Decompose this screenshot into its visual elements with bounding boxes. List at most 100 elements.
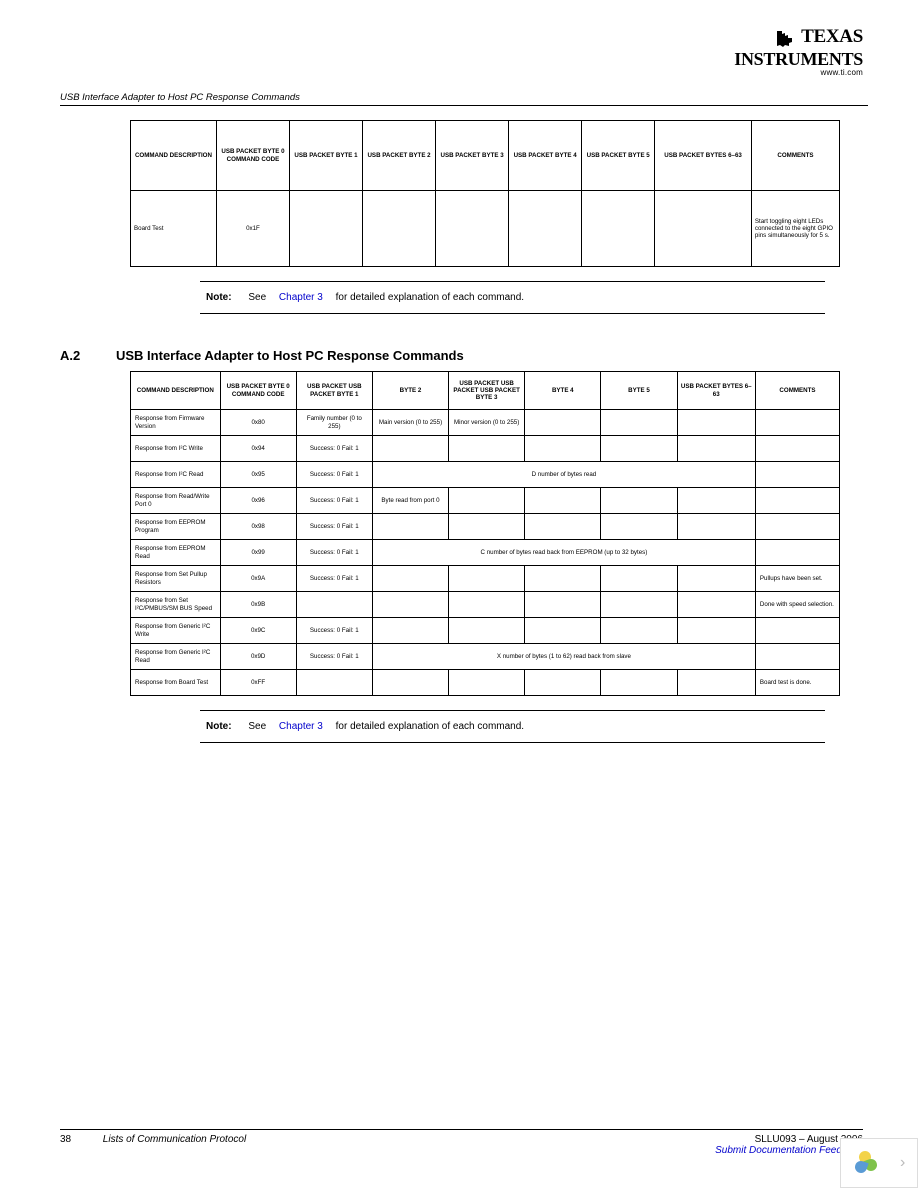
table-cell	[525, 592, 601, 618]
table-cell	[755, 618, 839, 644]
table-cell	[449, 592, 525, 618]
table-cell	[677, 592, 755, 618]
page-header: USB Interface Adapter to Host PC Respons…	[60, 92, 868, 106]
table-cell: Response from Generic I²C Read	[131, 644, 221, 670]
table-header: USB PACKET BYTE 3	[436, 121, 509, 191]
table-cell: Board Test	[131, 191, 217, 267]
table-cell	[755, 488, 839, 514]
table-cell: 0x80	[220, 410, 296, 436]
table-header: COMMAND DESCRIPTION	[131, 121, 217, 191]
table-cell	[601, 566, 677, 592]
table-1: COMMAND DESCRIPTIONUSB PACKET BYTE 0 COM…	[130, 120, 840, 267]
table-cell	[677, 670, 755, 696]
table-cell	[449, 514, 525, 540]
table-cell	[655, 191, 752, 267]
table-cell	[372, 566, 448, 592]
table-cell: Response from Firmware Version	[131, 410, 221, 436]
table-cell: Pullups have been set.	[755, 566, 839, 592]
table-cell	[449, 436, 525, 462]
table-cell	[449, 566, 525, 592]
table-cell	[525, 436, 601, 462]
table-cell	[677, 436, 755, 462]
table-header: USB PACKET BYTE 1	[289, 121, 362, 191]
table-cell: Board test is done.	[755, 670, 839, 696]
table-cell	[525, 566, 601, 592]
table-header: BYTE 4	[525, 372, 601, 410]
table-cell: Success: 0 Fail: 1	[296, 566, 372, 592]
table-cell	[755, 410, 839, 436]
table-cell: Main version (0 to 255)	[372, 410, 448, 436]
table-cell	[525, 514, 601, 540]
logo-line1: TEXAS	[801, 26, 863, 47]
table-cell: Done with speed selection.	[755, 592, 839, 618]
table-cell	[755, 436, 839, 462]
table-cell: 0x96	[220, 488, 296, 514]
chapter-link[interactable]: Chapter 3	[279, 292, 323, 303]
corner-widget[interactable]: ›	[840, 1138, 918, 1188]
table-cell: Response from EEPROM Program	[131, 514, 221, 540]
table-cell	[372, 592, 448, 618]
table-cell	[677, 566, 755, 592]
table-cell: Success: 0 Fail: 1	[296, 514, 372, 540]
table-header: BYTE 5	[601, 372, 677, 410]
table-cell	[755, 540, 839, 566]
table-header: COMMENTS	[751, 121, 839, 191]
table-cell	[525, 618, 601, 644]
table-cell: 0x99	[220, 540, 296, 566]
table-cell: Success: 0 Fail: 1	[296, 436, 372, 462]
table-cell	[372, 514, 448, 540]
table-cell: 0x94	[220, 436, 296, 462]
flower-icon	[853, 1151, 877, 1175]
table-cell: Response from I²C Write	[131, 436, 221, 462]
table-cell: Family number (0 to 255)	[296, 410, 372, 436]
table-header: COMMAND DESCRIPTION	[131, 372, 221, 410]
chevron-right-icon: ›	[900, 1154, 905, 1172]
table-cell	[525, 488, 601, 514]
logo-line2: INSTRUMENTS	[734, 49, 863, 69]
table-cell	[449, 670, 525, 696]
page-footer: 38 Lists of Communication Protocol SLLU0…	[60, 1129, 863, 1156]
chapter-link-2[interactable]: Chapter 3	[279, 721, 323, 732]
table-cell	[372, 618, 448, 644]
table-cell: D number of bytes read	[372, 462, 755, 488]
table-cell: Response from I²C Read	[131, 462, 221, 488]
page-number: 38	[60, 1134, 100, 1145]
table-cell	[289, 191, 362, 267]
table-cell: 0x95	[220, 462, 296, 488]
table-cell: Success: 0 Fail: 1	[296, 540, 372, 566]
table-header: USB PACKET BYTE 5	[582, 121, 655, 191]
table-cell	[601, 488, 677, 514]
table-cell: 0x9B	[220, 592, 296, 618]
note-label: Note:	[206, 292, 232, 303]
table-cell: Success: 0 Fail: 1	[296, 644, 372, 670]
table-cell	[601, 410, 677, 436]
table-cell	[677, 410, 755, 436]
table-cell	[372, 436, 448, 462]
table-cell	[755, 462, 839, 488]
logo-block: TEXASINSTRUMENTS www.ti.com	[734, 28, 863, 77]
table-cell	[601, 670, 677, 696]
table-header: USB PACKET BYTES 6–63	[655, 121, 752, 191]
table-cell	[363, 191, 436, 267]
table-cell	[509, 191, 582, 267]
table-cell: 0x1F	[216, 191, 289, 267]
note-label-2: Note:	[206, 721, 232, 732]
note-2: Note: See Chapter 3 for detailed explana…	[200, 710, 825, 743]
table-2: COMMAND DESCRIPTIONUSB PACKET BYTE 0 COM…	[130, 371, 840, 696]
table-cell	[755, 514, 839, 540]
logo-url: www.ti.com	[734, 68, 863, 77]
table-cell	[525, 410, 601, 436]
table-cell: 0x98	[220, 514, 296, 540]
table-header: USB PACKET BYTE 2	[363, 121, 436, 191]
table-header: USB PACKET BYTE 0 COMMAND CODE	[220, 372, 296, 410]
table-cell: Success: 0 Fail: 1	[296, 462, 372, 488]
table-cell	[677, 488, 755, 514]
table-cell	[601, 618, 677, 644]
table-cell: 0x9D	[220, 644, 296, 670]
table-cell: Response from EEPROM Read	[131, 540, 221, 566]
table-cell: Minor version (0 to 255)	[449, 410, 525, 436]
footer-left: Lists of Communication Protocol	[103, 1134, 246, 1145]
table-cell: Success: 0 Fail: 1	[296, 618, 372, 644]
table-header: USB PACKET USB PACKET USB PACKET BYTE 3	[449, 372, 525, 410]
table-cell	[582, 191, 655, 267]
